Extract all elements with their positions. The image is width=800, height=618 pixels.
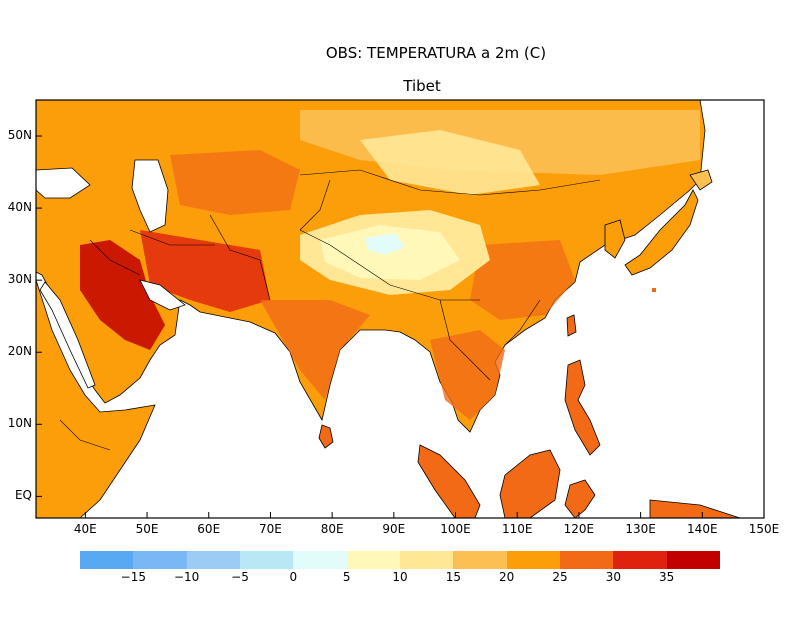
sumatra [417,444,481,518]
colorbar-tick-label: 5 [342,570,351,584]
sulawesi [564,479,596,518]
arabia-hot-region [80,240,165,350]
pacific-island [652,288,656,292]
colorbar-segment [506,551,560,569]
map-title: OBS: TEMPERATURA a 2m (C) [325,44,547,62]
india-warm-region [260,300,370,400]
borneo [499,449,561,518]
lon-tick-label: 60E [197,522,221,536]
colorbar [80,551,720,569]
colorbar-segment [666,551,720,569]
lon-tick-label: 50E [135,522,159,536]
central-asia-warm-region [170,150,300,215]
colorbar-segment [346,551,400,569]
axis-ticks [36,135,765,518]
colorbar-segment [559,551,614,569]
lat-tick-label: EQ [14,488,32,503]
country-borders [59,169,601,451]
colorbar-segment [239,551,294,569]
lat-tick-label: 10N [7,416,32,431]
se-asia-warm-region [430,330,505,420]
lon-tick-label: 140E [687,522,718,536]
lon-tick-label: 100E [440,522,471,536]
tibet-coldest-spot [365,233,405,255]
colorbar-tick-label: 10 [392,570,408,584]
colorbar-tick-label: −10 [173,570,200,584]
caspian-sea [131,159,169,233]
colorbar-tick-label: 35 [659,570,675,584]
mongolia-cool-region [360,130,540,195]
korea [604,219,626,259]
lat-tick-label: 20N [7,344,32,359]
colorbar-segment [80,551,134,569]
colorbar-tick-label: 30 [605,570,621,584]
colorbar-segment [399,551,454,569]
africa-landmass [36,279,156,518]
lon-tick-label: 40E [73,522,97,536]
hokkaido [689,169,713,191]
lon-tick-label: 90E [382,522,406,536]
sri-lanka [318,424,334,449]
new-guinea [649,499,741,518]
taiwan [566,314,577,337]
colorbar-tick-label: 25 [552,570,568,584]
philippines [564,359,601,456]
colorbar-tick-label: −15 [120,570,146,584]
lon-tick-label: 120E [563,522,595,536]
colorbar-tick-label: 15 [445,570,461,584]
japan [624,189,699,276]
lat-tick-label: 40N [7,200,32,215]
colorbar-tick-label: 20 [499,570,515,584]
colorbar-segment [133,551,187,569]
colorbar-segment [186,551,240,569]
colorbar-tick-label: 0 [289,570,298,584]
colorbar-tick-label: −5 [231,570,249,584]
china-warm-region [470,240,575,320]
lon-tick-label: 130E [625,522,656,536]
map-subtitle: Tibet [403,77,441,95]
lat-tick-label: 50N [7,128,32,143]
colorbar-segment [613,551,667,569]
colorbar-segment [453,551,507,569]
persian-gulf [139,279,186,311]
red-sea [39,281,96,389]
lon-tick-label: 80E [320,522,344,536]
lon-tick-label: 70E [259,522,282,536]
iran-hot-region [140,230,270,312]
black-sea [36,167,91,199]
lon-tick-label: 150E [748,522,780,536]
lon-tick-label: 110E [501,522,533,536]
map-frame [35,99,765,519]
colorbar-segment [293,551,347,569]
lat-tick-label: 30N [7,272,32,287]
